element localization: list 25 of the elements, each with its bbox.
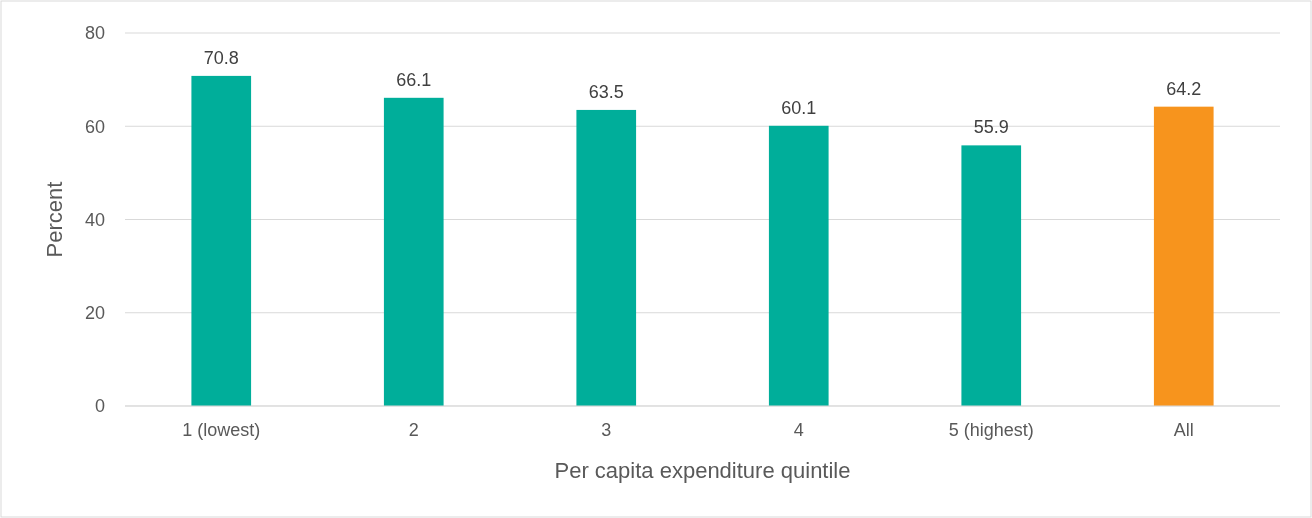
data-label: 55.9 <box>973 117 1009 138</box>
data-label: 66.1 <box>396 69 432 90</box>
x-tick-label: 2 <box>408 420 419 440</box>
y-axis-title: Percent <box>42 181 67 258</box>
x-tick-label: 3 <box>601 420 612 440</box>
y-tick-label: 40 <box>84 209 105 230</box>
y-tick-label: 60 <box>84 116 105 137</box>
data-label: 63.5 <box>588 81 624 102</box>
y-tick-label: 0 <box>94 396 105 417</box>
y-tick-label: 20 <box>84 303 105 324</box>
bar <box>1153 106 1214 406</box>
x-tick-label: 1 (lowest) <box>182 420 261 440</box>
x-tick-label: 5 (highest) <box>948 420 1034 440</box>
data-label: 60.1 <box>781 97 817 118</box>
bar <box>768 125 829 406</box>
x-tick-label: All <box>1173 420 1194 440</box>
bar <box>961 145 1022 406</box>
data-label: 70.8 <box>203 47 239 68</box>
x-tick-label: 4 <box>793 420 804 440</box>
bar <box>576 109 637 406</box>
x-axis-title: Per capita expenditure quintile <box>554 458 851 483</box>
data-label: 64.2 <box>1166 78 1202 99</box>
bar <box>191 75 252 406</box>
bar <box>383 97 444 406</box>
y-tick-label: 80 <box>84 23 105 44</box>
